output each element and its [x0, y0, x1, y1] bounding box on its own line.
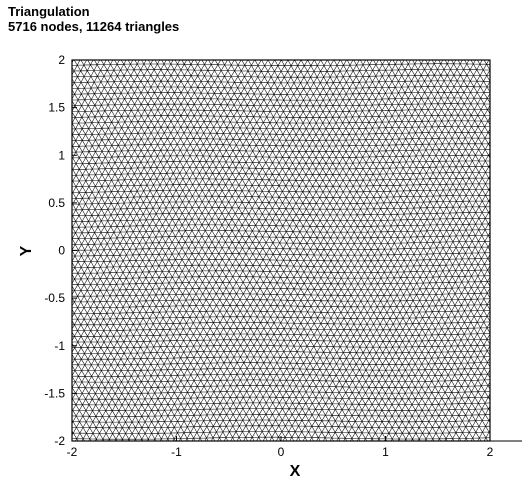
x-tick-label: 1 [382, 445, 389, 459]
x-tick-label: -2 [67, 445, 78, 459]
x-tick-label: -1 [171, 445, 182, 459]
y-tick-label: -1.5 [44, 386, 65, 400]
x-axis: -2 -1 0 1 2 [67, 436, 494, 459]
y-tick-label: 0.5 [48, 196, 65, 210]
y-axis-label: Y [18, 245, 35, 256]
mesh-edges [72, 60, 490, 441]
x-axis-label: X [290, 463, 301, 480]
y-tick-label: -0.5 [44, 291, 65, 305]
y-tick-label: 1 [58, 148, 65, 162]
title-line-1: Triangulation [8, 4, 90, 19]
y-axis: 2 1.5 1 0.5 0 -0.5 -1 -1.5 -2 [44, 53, 77, 448]
y-tick-label: 0 [58, 244, 65, 258]
y-tick-label: 1.5 [48, 101, 65, 115]
y-tick-label: -1 [54, 339, 65, 353]
y-tick-label: 2 [58, 53, 65, 67]
title-line-2: 5716 nodes, 11264 triangles [8, 19, 180, 34]
x-tick-label: 0 [278, 445, 285, 459]
x-tick-label: 2 [487, 445, 494, 459]
figure-title: Triangulation 5716 nodes, 11264 triangle… [8, 4, 179, 34]
triangle-mesh [72, 60, 490, 441]
y-tick-label: -2 [54, 434, 65, 448]
